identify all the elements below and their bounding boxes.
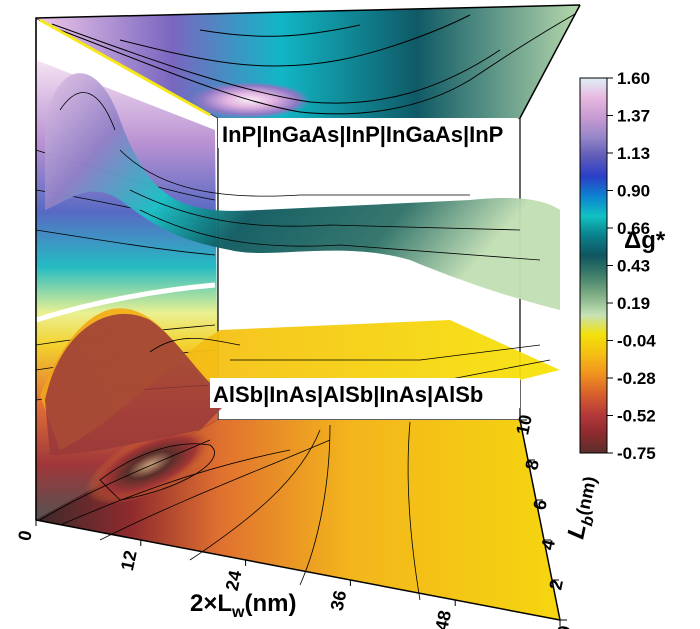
x-axis-tick-label: 48 xyxy=(431,609,455,629)
colorbar-bar xyxy=(579,77,608,454)
floor-projection xyxy=(36,420,560,620)
upper-structure-label: InP|InGaAs|InP|InGaAs|InP xyxy=(222,122,503,147)
x-axis-tick-label: 0 xyxy=(14,529,36,543)
y-axis-tick-label: 2 xyxy=(545,578,567,592)
svg-text:Lb(nm): Lb(nm) xyxy=(562,474,606,543)
upper-back-wall-projection xyxy=(36,5,580,118)
y-axis-tick-label: 6 xyxy=(529,498,551,512)
colorbar-ticks: 1.60 1.37 1.13 0.90 0.66 0.43 0.19 -0.04 -0.28 -0… xyxy=(607,69,656,463)
x-axis-title-main: 2×L xyxy=(190,590,232,617)
x-axis-title: 2×Lw(nm) xyxy=(190,590,296,621)
colorbar-tick-label: 1.37 xyxy=(617,107,650,126)
x-axis-tick-label: 24 xyxy=(222,569,246,593)
y-axis-tick-label: 0 xyxy=(553,624,575,629)
y-axis-tick-label: 8 xyxy=(521,458,543,472)
colorbar-tick-label: -0.28 xyxy=(617,369,656,388)
x-axis-tick-label: 12 xyxy=(117,549,141,573)
colorbar-tick-label: -0.52 xyxy=(617,407,656,426)
y-axis-tick-label: 4 xyxy=(537,538,559,552)
colorbar-tick-label: 0.43 xyxy=(617,257,650,276)
colorbar-tick-label: -0.75 xyxy=(617,444,656,463)
y-axis-title-main: L xyxy=(562,521,591,541)
y-axis-title-unit: (nm) xyxy=(572,475,600,517)
svg-text:2×Lw(nm): 2×Lw(nm) xyxy=(190,590,296,621)
x-axis-ticks: 01224364860 xyxy=(14,520,561,629)
y-axis-title-sub: b xyxy=(579,514,598,527)
y-axis-tick-label: 10 xyxy=(512,413,536,437)
colorbar-tick-label: 0.19 xyxy=(617,294,650,313)
colorbar-title: Δg* xyxy=(624,227,666,254)
upper-surface xyxy=(45,73,560,311)
lower-structure-label: AlSb|InAs|AlSb|InAs|AlSb xyxy=(213,382,483,407)
box-frame-front xyxy=(35,4,581,621)
colorbar-tick-label: -0.04 xyxy=(617,332,656,351)
x-axis-title-unit: (nm) xyxy=(244,590,296,617)
lower-structure-label-bg xyxy=(210,378,520,408)
colorbar-tick-label: 1.60 xyxy=(617,69,650,88)
upper-structure-label-bg xyxy=(218,118,518,148)
structure-labels: InP|InGaAs|InP|InGaAs|InP AlSb|InAs|AlSb… xyxy=(210,118,520,408)
colorbar: 1.60 1.37 1.13 0.90 0.66 0.43 0.19 -0.04 -0.28 -0… xyxy=(579,69,666,463)
y-axis-title: Lb(nm) xyxy=(562,474,606,543)
colorbar-tick-label: 1.13 xyxy=(617,144,650,163)
x-axis-tick-label: 36 xyxy=(327,589,351,613)
colorbar-tick-label: 0.90 xyxy=(617,182,650,201)
y-axis-ticks: 0 2 4 6 8 10 xyxy=(512,413,575,629)
colorbar-tick-label: 0.66 xyxy=(617,219,650,238)
x-axis-title-sub: w xyxy=(231,604,245,621)
